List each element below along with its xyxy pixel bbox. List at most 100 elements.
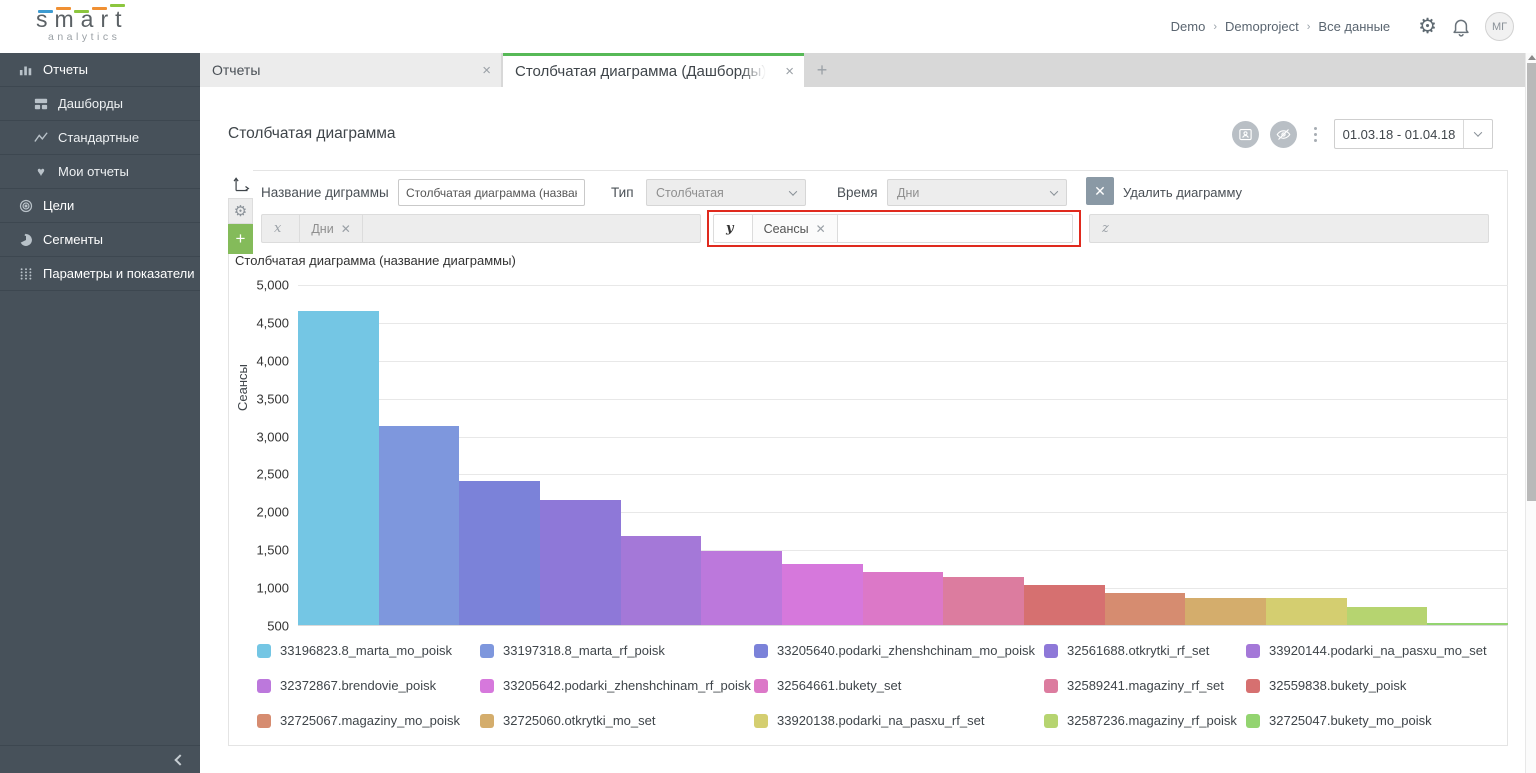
diagram-name-input[interactable] xyxy=(398,179,585,206)
sidebar-item-params[interactable]: Параметры и показатели xyxy=(0,257,200,291)
chart-legend: 33196823.8_marta_mo_poisk33197318.8_mart… xyxy=(257,633,1499,738)
bar-32561688.otkrytki_rf_set[interactable] xyxy=(540,500,621,625)
legend-label: 32372867.brendovie_poisk xyxy=(280,678,436,693)
legend-label: 32561688.otkrytki_rf_set xyxy=(1067,643,1209,658)
x-axis-field[interactable]: x Дни ✕ xyxy=(261,214,701,243)
z-axis-field[interactable]: z xyxy=(1089,214,1489,243)
tab-reports[interactable]: Отчеты × xyxy=(200,53,501,87)
sidebar-item-dashboards[interactable]: Дашборды xyxy=(0,87,200,121)
contact-card-button[interactable] xyxy=(1232,121,1259,148)
scrollbar-up-arrow-icon[interactable] xyxy=(1528,55,1536,60)
type-field-label: Тип xyxy=(611,185,634,200)
legend-item[interactable]: 32372867.brendovie_poisk xyxy=(257,668,480,703)
params-icon xyxy=(18,266,34,282)
bar-33205640.podarki_zhenshchinam_mo_poisk[interactable] xyxy=(459,481,540,625)
legend-swatch xyxy=(1044,679,1058,693)
legend-item[interactable]: 32589241.magaziny_rf_set xyxy=(1044,668,1246,703)
close-tab-icon[interactable]: × xyxy=(785,63,794,80)
y-tick-label: 2,000 xyxy=(256,505,289,520)
visibility-off-button[interactable] xyxy=(1270,121,1297,148)
legend-item[interactable]: 32561688.otkrytki_rf_set xyxy=(1044,633,1246,668)
legend-swatch xyxy=(754,714,768,728)
sidebar-item-goals[interactable]: Цели xyxy=(0,189,200,223)
sidebar-collapse-icon[interactable] xyxy=(174,754,185,765)
breadcrumb-item-2[interactable]: Все данные xyxy=(1318,19,1390,34)
bar-32587236.magaziny_rf_poisk[interactable] xyxy=(1347,607,1428,625)
bar-33920138.podarki_na_pasxu_rf_set[interactable] xyxy=(1266,598,1347,625)
time-select[interactable]: Дни xyxy=(887,179,1067,206)
y-axis-field[interactable]: y Сеансы ✕ xyxy=(713,214,1073,243)
legend-item[interactable]: 33205642.podarki_zhenshchinam_rf_poisk xyxy=(480,668,754,703)
sidebar-item-segments[interactable]: Сегменты xyxy=(0,223,200,257)
bar-32564661.bukety_set[interactable] xyxy=(863,572,944,625)
remove-tag-icon[interactable]: ✕ xyxy=(341,222,351,236)
more-options-kebab-icon[interactable] xyxy=(1308,123,1323,146)
bar-33197318.8_marta_rf_poisk[interactable] xyxy=(379,426,460,625)
gridline xyxy=(298,399,1508,400)
add-tab-button[interactable]: + xyxy=(806,53,838,87)
legend-swatch xyxy=(257,679,271,693)
sidebar-item-my-reports[interactable]: ♥Мои отчеты xyxy=(0,155,200,189)
add-series-button[interactable]: + xyxy=(228,224,253,254)
x-axis-tag[interactable]: Дни ✕ xyxy=(299,215,362,242)
tab-bar: Отчеты×Столбчатая диаграмма (Дашборды)×+ xyxy=(200,53,1536,87)
bar-32725060.otkrytki_mo_set[interactable] xyxy=(1185,598,1266,625)
legend-item[interactable]: 32725067.magaziny_mo_poisk xyxy=(257,703,480,738)
app-logo[interactable]: smart analytics xyxy=(36,8,146,43)
bar-33205642.podarki_zhenshchinam_rf_poisk[interactable] xyxy=(782,564,863,625)
breadcrumb-separator: › xyxy=(1307,21,1311,33)
breadcrumb-item-0[interactable]: Demo xyxy=(1171,19,1206,34)
tab-bar-chart-dashboards[interactable]: Столбчатая диаграмма (Дашборды)× xyxy=(503,53,804,87)
breadcrumb-item-1[interactable]: Demoproject xyxy=(1225,19,1299,34)
bar-32372867.brendovie_poisk[interactable] xyxy=(701,551,782,625)
bar-32725047.bukety_mo_poisk[interactable] xyxy=(1427,623,1508,625)
widget-settings-button[interactable]: ⚙ xyxy=(228,198,253,224)
delete-diagram-button[interactable]: ✕ xyxy=(1086,177,1114,205)
legend-item[interactable]: 32725060.otkrytki_mo_set xyxy=(480,703,754,738)
sidebar-item-label: Параметры и показатели xyxy=(43,266,194,281)
legend-item[interactable]: 33920138.podarki_na_pasxu_rf_set xyxy=(754,703,1044,738)
z-axis-letter: z xyxy=(1090,221,1127,236)
type-select[interactable]: Столбчатая xyxy=(646,179,806,206)
bar-33920144.podarki_na_pasxu_mo_set[interactable] xyxy=(621,536,702,625)
bar-32559838.bukety_poisk[interactable] xyxy=(1024,585,1105,625)
legend-label: 33920144.podarki_na_pasxu_mo_set xyxy=(1269,643,1487,658)
legend-item[interactable]: 33196823.8_marta_mo_poisk xyxy=(257,633,480,668)
legend-item[interactable]: 33205640.podarki_zhenshchinam_mo_poisk xyxy=(754,633,1044,668)
sidebar-nav: ОтчетыДашбордыСтандартные♥Мои отчетыЦели… xyxy=(0,53,200,773)
user-avatar[interactable]: МГ xyxy=(1485,12,1514,41)
y-tick-label: 3,000 xyxy=(256,429,289,444)
legend-item[interactable]: 32559838.bukety_poisk xyxy=(1246,668,1499,703)
sidebar-item-standard[interactable]: Стандартные xyxy=(0,121,200,155)
bar-33196823.8_marta_mo_poisk[interactable] xyxy=(298,311,379,625)
delete-diagram-label: Удалить диаграмму xyxy=(1123,185,1242,200)
legend-item[interactable]: 33197318.8_marta_rf_poisk xyxy=(480,633,754,668)
legend-swatch xyxy=(1246,714,1260,728)
time-select-value: Дни xyxy=(897,186,919,200)
y-axis-tag[interactable]: Сеансы ✕ xyxy=(752,215,838,242)
date-range-dropdown[interactable] xyxy=(1463,120,1492,148)
legend-label: 32559838.bukety_poisk xyxy=(1269,678,1406,693)
notifications-bell-icon[interactable] xyxy=(1451,17,1471,37)
app-window: smart analytics Demo›Demoproject›Все дан… xyxy=(0,0,1536,773)
settings-gear-icon[interactable]: ⚙ xyxy=(1418,16,1437,37)
chevron-down-icon xyxy=(1050,187,1058,195)
bar-32725067.magaziny_mo_poisk[interactable] xyxy=(1105,593,1186,625)
legend-label: 32564661.bukety_set xyxy=(777,678,901,693)
dashboard-icon xyxy=(33,96,49,112)
vertical-scrollbar[interactable] xyxy=(1525,53,1536,773)
line-chart-icon xyxy=(33,130,49,146)
legend-item[interactable]: 32725047.bukety_mo_poisk xyxy=(1246,703,1499,738)
y-tick-label: 500 xyxy=(267,619,289,634)
legend-item[interactable]: 33920144.podarki_na_pasxu_mo_set xyxy=(1246,633,1499,668)
close-tab-icon[interactable]: × xyxy=(482,62,491,79)
scrollbar-thumb[interactable] xyxy=(1527,63,1536,501)
sidebar-item-reports[interactable]: Отчеты xyxy=(0,53,200,87)
date-range-picker[interactable]: 01.03.18 - 01.04.18 xyxy=(1334,119,1493,149)
legend-item[interactable]: 32587236.magaziny_rf_poisk xyxy=(1044,703,1246,738)
bar-32589241.magaziny_rf_set[interactable] xyxy=(943,577,1024,625)
swap-axes-icon[interactable] xyxy=(228,170,253,198)
remove-tag-icon[interactable]: ✕ xyxy=(816,222,826,236)
legend-item[interactable]: 32564661.bukety_set xyxy=(754,668,1044,703)
tab-label: Отчеты xyxy=(212,62,260,78)
